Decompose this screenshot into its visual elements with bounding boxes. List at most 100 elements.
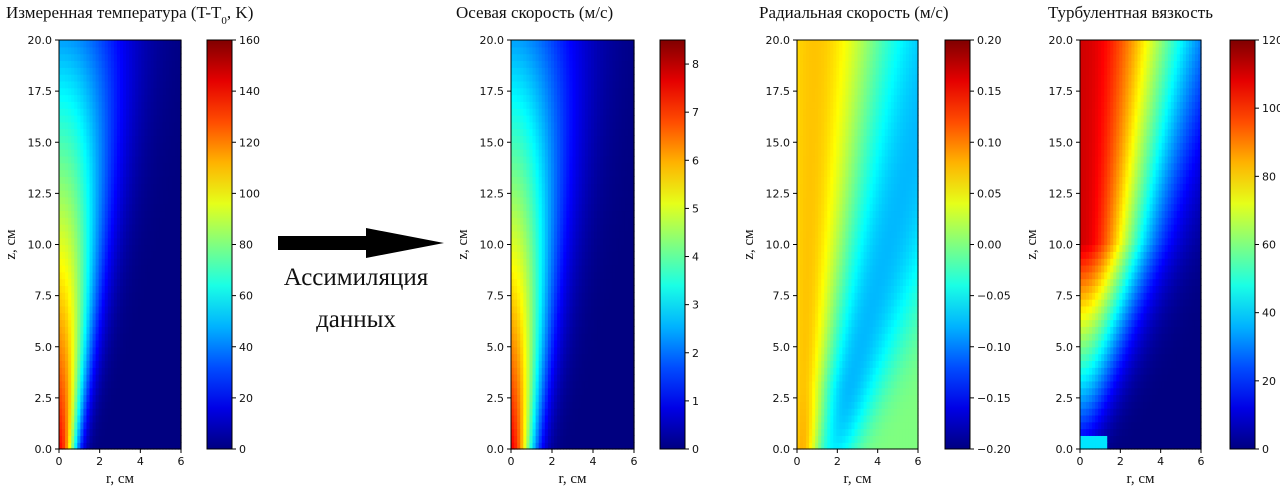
- heatmap-cell: [65, 237, 69, 246]
- heatmap-cell: [541, 244, 546, 252]
- heatmap-cell: [177, 428, 182, 436]
- heatmap-cell: [74, 108, 78, 116]
- heatmap-cell: [177, 442, 182, 450]
- heatmap-cell: [566, 305, 571, 314]
- heatmap-cell: [606, 435, 611, 443]
- heatmap-cell: [621, 217, 626, 225]
- heatmap-cell: [603, 408, 607, 416]
- heatmap-cell: [609, 210, 614, 218]
- heatmap-cell: [569, 53, 574, 62]
- heatmap-cell: [584, 183, 589, 191]
- heatmap-cell: [120, 230, 124, 239]
- heatmap-cell: [535, 135, 540, 143]
- heatmap-cell: [135, 326, 139, 334]
- heatmap-cell: [120, 87, 124, 96]
- chart-title: Измеренная температура (T-T0, K): [6, 3, 253, 27]
- heatmap-cell: [630, 87, 635, 96]
- heatmap-cell: [77, 169, 81, 177]
- heatmap-cell: [171, 67, 176, 75]
- heatmap-cell: [851, 435, 856, 443]
- heatmap-cell: [532, 108, 537, 116]
- heatmap-cell: [107, 244, 112, 252]
- heatmap-cell: [156, 162, 161, 171]
- heatmap-cell: [572, 80, 577, 89]
- heatmap-cell: [532, 237, 537, 246]
- heatmap-cell: [581, 326, 586, 334]
- heatmap-cell: [597, 278, 601, 286]
- heatmap-cell: [520, 442, 524, 450]
- heatmap-cell: [578, 435, 583, 443]
- heatmap-cell: [120, 203, 124, 212]
- heatmap-cell: [618, 244, 623, 252]
- heatmap-cell: [123, 428, 127, 436]
- heatmap-cell: [621, 435, 626, 443]
- heatmap-cell: [104, 114, 109, 123]
- heatmap-cell: [68, 319, 72, 327]
- heatmap-cell: [609, 258, 614, 266]
- heatmap-cell: [541, 299, 546, 307]
- heatmap-cell: [535, 421, 540, 430]
- heatmap-cell: [177, 155, 182, 164]
- heatmap-cell: [594, 60, 598, 68]
- heatmap-cell: [566, 155, 571, 164]
- heatmap-cell: [621, 319, 626, 327]
- heatmap-cell: [569, 183, 574, 191]
- heatmap-cell: [630, 183, 635, 191]
- heatmap-cell: [80, 278, 84, 286]
- heatmap-cell: [563, 401, 567, 409]
- heatmap-cell: [578, 408, 583, 416]
- heatmap-cell: [153, 149, 158, 157]
- heatmap-cell: [147, 169, 152, 177]
- heatmap-cell: [612, 203, 617, 212]
- heatmap-cell: [129, 203, 133, 212]
- heatmap-cell: [547, 128, 552, 137]
- heatmap-cell: [129, 319, 133, 327]
- heatmap-cell: [532, 428, 537, 436]
- heatmap-cell: [113, 67, 118, 75]
- heatmap-cell: [535, 414, 540, 423]
- heatmap-cell: [554, 367, 558, 375]
- heatmap-cell: [92, 169, 97, 177]
- heatmap-cell: [150, 258, 155, 266]
- heatmap-cell: [62, 108, 66, 116]
- heatmap-cell: [526, 244, 531, 252]
- heatmap-cell: [74, 149, 78, 157]
- heatmap-cell: [581, 374, 586, 382]
- heatmap-cell: [615, 258, 620, 266]
- heatmap-cell: [526, 339, 531, 348]
- heatmap-cell: [83, 421, 88, 430]
- heatmap-cell: [621, 128, 626, 137]
- heatmap-cell: [529, 305, 534, 314]
- heatmap-cell: [95, 319, 100, 327]
- heatmap-cell: [71, 326, 75, 334]
- heatmap-cell: [68, 87, 72, 96]
- heatmap-cell: [514, 421, 518, 430]
- heatmap-cell: [590, 149, 595, 157]
- heatmap-cell: [71, 237, 75, 246]
- heatmap-cell: [116, 196, 121, 205]
- heatmap-cell: [113, 271, 118, 280]
- heatmap-cell: [168, 339, 173, 348]
- heatmap-cell: [532, 299, 537, 307]
- heatmap-cell: [92, 374, 97, 382]
- heatmap-cell: [627, 46, 632, 55]
- heatmap-cell: [156, 285, 161, 293]
- heatmap-cell: [514, 67, 518, 75]
- heatmap-cell: [594, 230, 598, 239]
- heatmap-cell: [92, 442, 97, 450]
- heatmap-cell: [123, 67, 127, 75]
- heatmap-cell: [120, 237, 124, 246]
- heatmap-cell: [612, 258, 617, 266]
- heatmap-cell: [138, 135, 142, 143]
- heatmap-cell: [144, 428, 149, 436]
- heatmap-cell: [129, 230, 133, 239]
- heatmap-cell: [514, 285, 518, 293]
- heatmap-cell: [600, 128, 604, 137]
- heatmap-cell: [581, 230, 586, 239]
- heatmap-cell: [141, 114, 145, 123]
- heatmap-cell: [547, 401, 552, 409]
- heatmap-cell: [110, 203, 115, 212]
- heatmap-cell: [120, 312, 124, 321]
- heatmap-cell: [618, 224, 623, 232]
- heatmap-cell: [554, 333, 558, 341]
